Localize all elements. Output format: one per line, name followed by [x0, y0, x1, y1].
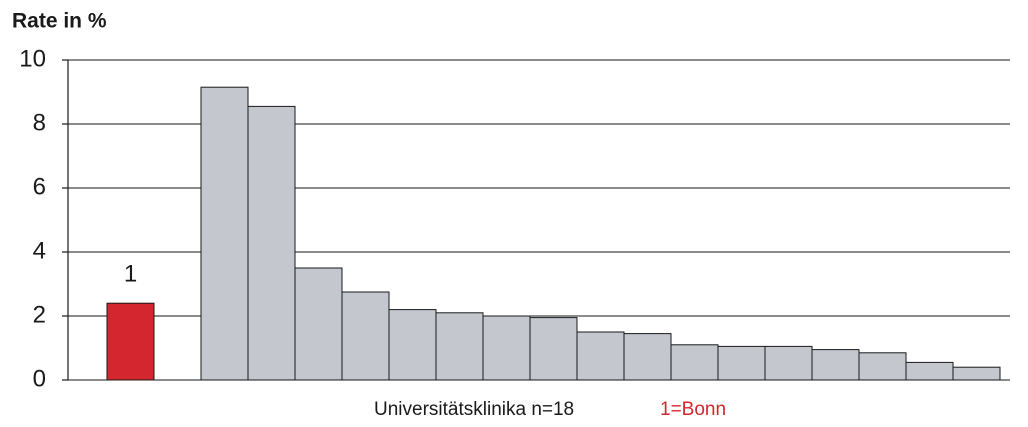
y-tick-label: 8 — [33, 109, 46, 136]
bar — [576, 331, 625, 381]
bar — [435, 312, 484, 381]
bar — [106, 302, 155, 381]
bar — [670, 344, 719, 381]
bar — [764, 345, 813, 381]
y-tick-label: 6 — [33, 173, 46, 200]
x-axis-label: Universitätsklinika n=18 — [374, 399, 574, 420]
bar — [717, 345, 766, 381]
bar — [811, 349, 860, 381]
bar — [529, 317, 578, 381]
bar — [623, 333, 672, 381]
bar — [294, 267, 343, 381]
bar-label: 1 — [124, 261, 137, 288]
annotation: 1=Bonn — [660, 399, 726, 420]
bar — [341, 291, 390, 381]
bar — [858, 352, 907, 381]
bar — [388, 309, 437, 381]
y-tick-label: 0 — [33, 365, 46, 392]
y-tick-label: 4 — [33, 237, 46, 264]
bar — [482, 315, 531, 381]
bar — [200, 86, 249, 381]
y-tick-label: 2 — [33, 301, 46, 328]
bar — [247, 105, 296, 381]
bar — [952, 366, 1001, 381]
chart-title: Rate in % — [12, 10, 107, 33]
bar — [905, 361, 954, 381]
y-tick-label: 10 — [19, 45, 46, 72]
